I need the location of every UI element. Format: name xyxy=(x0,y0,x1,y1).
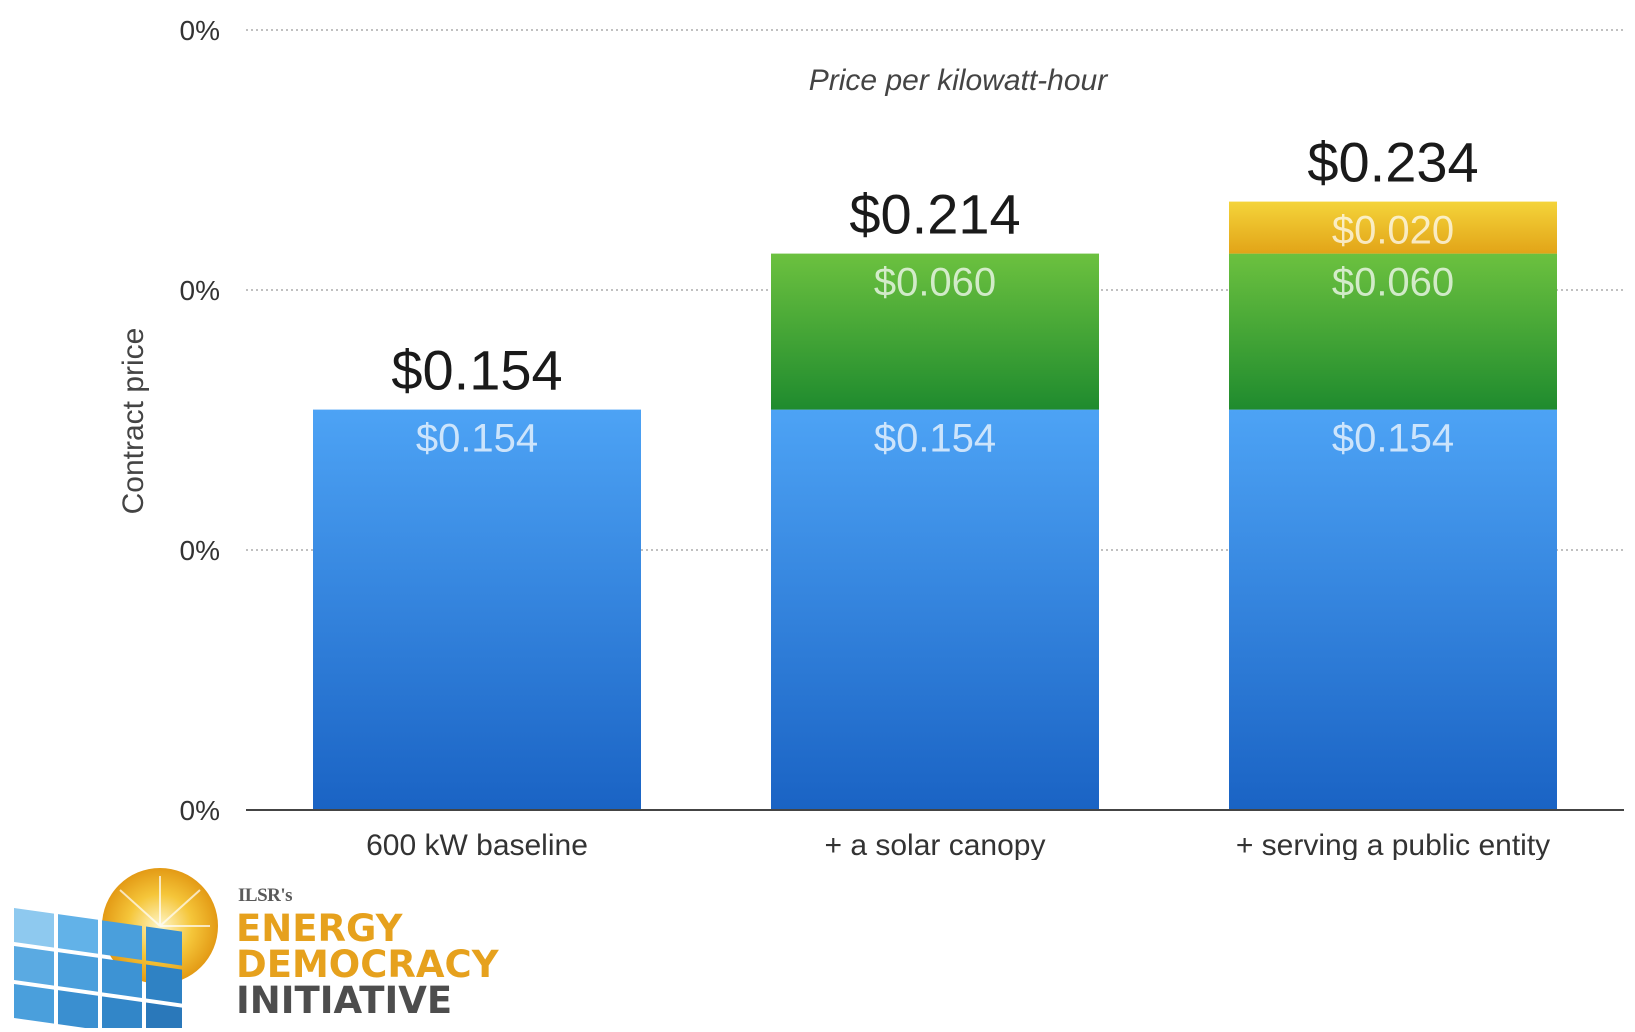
logo-word-energy: ENERGY xyxy=(236,907,403,950)
bar-total-label: $0.214 xyxy=(849,183,1020,246)
y-tick-label: 0% xyxy=(180,535,220,566)
logo-word-democracy: DEMOCRACY xyxy=(236,943,499,986)
y-tick-label: 0% xyxy=(180,275,220,306)
y-tick-label: 0% xyxy=(180,795,220,826)
segment-value-label: $0.060 xyxy=(874,261,996,305)
logo-word-initiative: INITIATIVE xyxy=(236,979,453,1022)
bar-total-label: $0.154 xyxy=(391,339,562,402)
bars xyxy=(313,201,1557,810)
solar-panel-sun-icon xyxy=(14,868,218,1028)
bar-segment xyxy=(1229,201,1557,254)
energy-democracy-initiative-logo: ILSR's ENERGY DEMOCRACY INITIATIVE xyxy=(12,868,512,1028)
segment-value-label: $0.154 xyxy=(416,417,538,461)
bar-segment xyxy=(1229,253,1557,410)
y-tick-label: 0% xyxy=(180,15,220,46)
bar-segment xyxy=(771,409,1099,810)
segment-value-label: $0.020 xyxy=(1332,209,1454,253)
x-category-label: + serving a public entity xyxy=(1236,829,1550,860)
segment-value-label: $0.154 xyxy=(874,417,996,461)
bar-segment xyxy=(1229,409,1557,810)
segment-value-label: $0.154 xyxy=(1332,417,1454,461)
bar-segment xyxy=(771,253,1099,410)
bar-labels: $0.154 $0.154 $0.154 $0.060 $0.214 $0.154 $0.0… xyxy=(391,131,1478,461)
stacked-bar-chart: 0%0%0%0% $0.154$0.154$0.154$0.060$0.214$… xyxy=(117,15,1624,860)
bar-total-label: $0.234 xyxy=(1307,131,1478,194)
chart-subtitle: Price per kilowatt-hour xyxy=(809,64,1108,97)
x-category-label: 600 kW baseline xyxy=(366,829,588,860)
bar-segment xyxy=(313,409,641,810)
x-category-labels: 600 kW baseline + a solar canopy + serving… xyxy=(366,829,1550,860)
segment-value-label: $0.060 xyxy=(1332,261,1454,305)
y-tick-labels: 0% 0% 0% 0% xyxy=(180,15,220,826)
logo-small-text: ILSR's xyxy=(238,885,293,906)
x-category-label: + a solar canopy xyxy=(825,829,1046,860)
y-axis-label: Contract price xyxy=(117,328,150,515)
